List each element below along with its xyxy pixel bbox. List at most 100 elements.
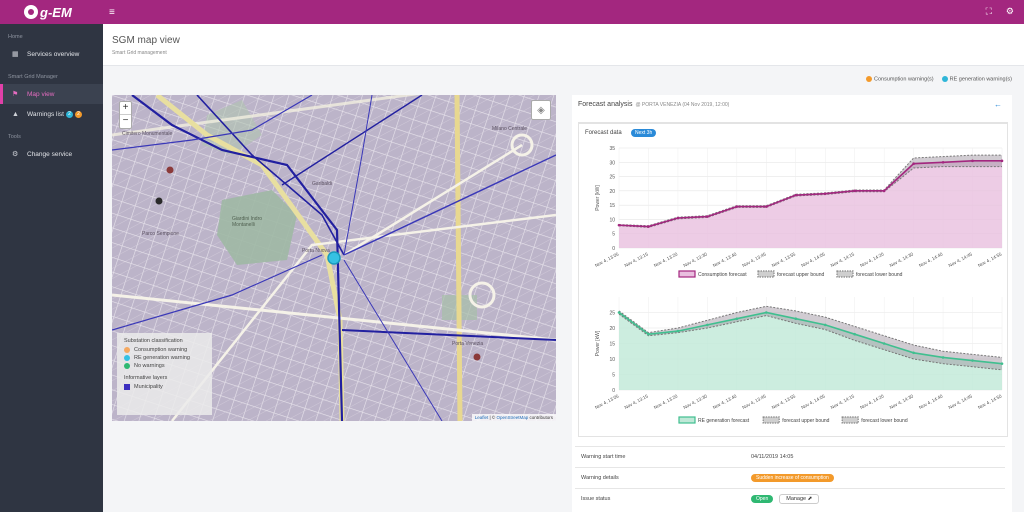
data-point: [706, 323, 709, 327]
legend-swatch: [757, 270, 775, 278]
x-tick-label: Nov 4, 13:30: [682, 393, 708, 410]
sidebar-section-smart-grid: Smart Grid Manager: [8, 74, 58, 80]
legend-title: Substation classification: [124, 338, 183, 344]
sidebar: Home ▦ Services overview Smart Grid Mana…: [0, 24, 103, 512]
re-dot-icon: [941, 76, 948, 82]
sidebar-item-warnings-list[interactable]: ▲ Warnings list 2 2: [0, 104, 103, 124]
re-warning-count-badge: 2: [65, 110, 73, 118]
info-label: Warning details: [581, 475, 619, 481]
data-point: [882, 342, 886, 345]
x-tick-label: Nov 4, 14:20: [859, 251, 885, 268]
re-swatch-icon: [124, 355, 130, 361]
x-tick-label: Nov 4, 13:45: [741, 251, 767, 268]
zoom-out-button[interactable]: −: [122, 115, 129, 126]
warning-icon: ▲: [12, 110, 19, 118]
back-arrow-icon[interactable]: ←: [994, 100, 1002, 109]
legend-row: No warnings: [124, 363, 205, 369]
data-point: [765, 311, 768, 314]
legend-label: forecast upper bound: [782, 418, 829, 424]
map-tiles[interactable]: Parco Sempione Giardini Indro Montanelli…: [112, 95, 556, 421]
legend-label: forecast lower bound: [856, 272, 903, 278]
data-point: [676, 329, 680, 333]
legend-label: forecast upper bound: [777, 272, 824, 278]
gears-icon[interactable]: ⚙: [1005, 6, 1014, 16]
data-point: [853, 332, 856, 336]
status-badge: Open: [751, 495, 774, 503]
sidebar-item-label: Change service: [27, 150, 73, 158]
info-label: Issue status: [581, 496, 611, 502]
y-tick-label: 0: [612, 246, 615, 252]
x-tick-label: Nov 4, 14:05: [800, 251, 826, 268]
expand-icon[interactable]: ⛶: [985, 6, 992, 16]
data-point: [823, 323, 827, 327]
logo-mark-icon: [24, 5, 38, 19]
flag-icon: ⚑: [12, 91, 19, 98]
panel-title-text: Forecast analysis: [578, 101, 633, 108]
osm-link[interactable]: OpenStreetMap: [496, 415, 529, 420]
sidebar-item-change-service[interactable]: ⚙ Change service: [0, 144, 103, 164]
legend-row[interactable]: Municipality: [124, 384, 205, 390]
x-tick-label: Nov 4, 13:20: [653, 393, 679, 410]
x-tick-label: Nov 4, 14:50: [977, 393, 1003, 410]
data-point: [912, 351, 915, 355]
consumption-warning-count-badge: 2: [74, 110, 82, 118]
x-tick-label: Nov 4, 13:45: [741, 393, 767, 410]
forecast-chart-box: Forecast data Next 3h 0 5 10 15 20 25 30 35 Nov …: [578, 122, 1008, 437]
data-point: [617, 311, 621, 314]
svg-text:Giardini Indro: Giardini Indro: [232, 216, 262, 222]
gauge-icon: ▦: [12, 51, 19, 58]
y-tick-label: 20: [609, 189, 615, 195]
sidebar-item-map-view[interactable]: ⚑ Map view: [0, 84, 103, 104]
map-attribution: Leaflet | © OpenStreetMap contributors: [471, 414, 556, 421]
svg-text:Milano Centrale: Milano Centrale: [492, 126, 527, 132]
leaflet-link[interactable]: Leaflet: [474, 415, 489, 420]
consumption-dot-icon: [866, 76, 873, 82]
zoom-in-button[interactable]: +: [120, 102, 131, 115]
area-fill: [619, 160, 1002, 248]
layers-control-icon[interactable]: ◈: [531, 100, 551, 120]
manage-button[interactable]: Manage ⬈: [779, 494, 820, 504]
municipality-swatch-icon: [124, 384, 130, 390]
data-point: [676, 216, 680, 220]
y-tick-label: 10: [609, 357, 615, 363]
data-point: [941, 356, 945, 359]
menu-toggle-icon[interactable]: ≡: [109, 6, 115, 18]
warning-details-pill: Sudden increase of consumption: [751, 474, 834, 482]
area-fill: [619, 312, 1002, 390]
consumption-warning-legend[interactable]: Consumption warning(s): [866, 76, 934, 82]
brand-name: g-EM: [40, 4, 72, 20]
x-tick-label: Nov 4, 13:05: [594, 393, 620, 410]
info-row-details: Warning details Sudden increase of consu…: [575, 467, 1005, 488]
map-view[interactable]: Parco Sempione Giardini Indro Montanelli…: [112, 95, 556, 421]
sidebar-section-tools: Tools: [8, 134, 21, 140]
x-tick-label: Nov 4, 13:05: [594, 251, 620, 268]
legend-label: Consumption warning: [134, 347, 188, 353]
page-title: SGM map view: [112, 35, 180, 46]
re-warning-label: RE generation warning(s): [949, 76, 1012, 83]
sidebar-item-services-overview[interactable]: ▦ Services overview: [0, 44, 103, 64]
x-tick-label: Nov 4, 13:55: [771, 251, 797, 268]
no-warning-swatch-icon: [124, 363, 130, 369]
y-tick-label: 5: [612, 232, 615, 238]
zoom-control: + −: [119, 101, 132, 129]
forecast-horizon-badge[interactable]: Next 3h: [631, 129, 657, 137]
x-tick-label: Nov 4, 14:55: [977, 251, 1003, 268]
svg-text:Montanelli: Montanelli: [232, 222, 255, 228]
sidebar-section-home: Home: [8, 34, 23, 40]
sidebar-item-label: Services overview: [27, 50, 80, 58]
lower-bound-line: [618, 166, 1002, 228]
consumption-swatch-icon: [124, 347, 130, 353]
x-tick-label: Nov 4, 14:40: [918, 393, 944, 410]
x-tick-label: Nov 4, 14:15: [830, 393, 856, 410]
panel-location: @ PORTA VENEZIA (04 Nov 2019, 12:00): [635, 102, 730, 108]
sidebar-item-label: Warnings list: [27, 110, 64, 118]
y-tick-label: 30: [609, 160, 615, 166]
brand-logo[interactable]: g-EM: [0, 0, 103, 24]
data-point: [941, 160, 945, 164]
data-point: [912, 162, 915, 166]
re-warning-legend[interactable]: RE generation warning(s): [941, 76, 1012, 83]
data-point: [765, 205, 768, 208]
data-point: [706, 215, 709, 218]
info-row-status: Issue status Open Manage ⬈: [575, 488, 1005, 509]
